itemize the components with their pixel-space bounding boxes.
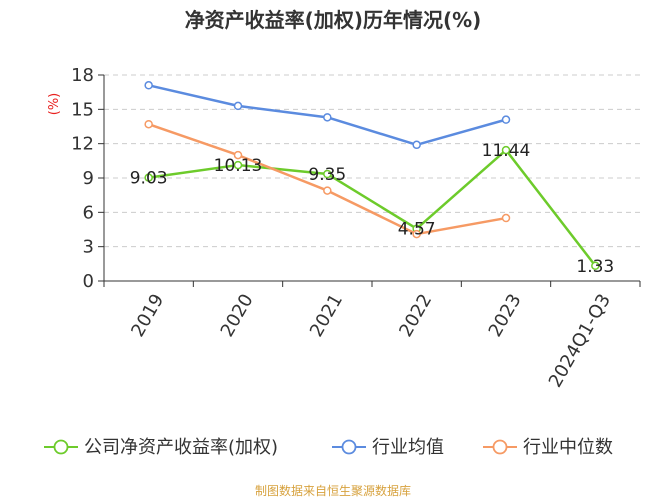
series-point-2: [233, 150, 243, 160]
series-point-0: [591, 261, 600, 271]
legend-swatch-marker: [341, 439, 357, 455]
series-point-1: [412, 140, 421, 150]
legend-item-0[interactable]: 公司净资产收益率(加权): [44, 437, 278, 458]
y-tick-label: 18: [71, 65, 94, 86]
axes: 0 3 6 9 12 15 18 2019 2020 2021 2022 2023 2024Q1-Q3: [71, 65, 641, 391]
series-point-1: [323, 113, 332, 122]
y-tick-label: 15: [71, 99, 94, 120]
legend: 公司净资产收益率(加权) 行业均值 行业中位数: [44, 437, 613, 458]
series-point-0: [233, 160, 243, 170]
legend-label: 行业均值: [372, 437, 444, 458]
legend-label: 公司净资产收益率(加权): [84, 437, 278, 458]
x-tick-label: 2020: [217, 290, 258, 340]
series-point-1: [501, 115, 511, 124]
series-point-2: [323, 186, 332, 195]
series-point-0: [144, 173, 153, 182]
data-label: 4.57: [398, 220, 436, 240]
data-label: 11.44: [482, 141, 531, 161]
y-tick-label: 3: [83, 237, 94, 258]
source-note: 制图数据来自恒生聚源数据库: [255, 483, 411, 498]
series-point-0: [323, 169, 332, 179]
data-label: 1.33: [576, 257, 614, 277]
legend-item-2[interactable]: 行业中位数: [483, 437, 613, 458]
x-tick-label: 2022: [395, 290, 436, 340]
series-point-0: [501, 145, 511, 155]
legend-item-1[interactable]: 行业均值: [332, 437, 444, 458]
series-line-0: [147, 148, 597, 268]
data-labels: 9.03 10.13 9.35 4.57 11.44 1.33: [130, 141, 615, 277]
series-point-2: [412, 229, 421, 239]
chart-title: 净资产收益率(加权)历年情况(%): [185, 8, 482, 32]
legend-swatch-marker: [492, 439, 508, 455]
y-tick-label: 0: [83, 271, 94, 292]
data-label: 10.13: [214, 156, 263, 176]
y-tick-label: 6: [83, 202, 94, 223]
series: [144, 81, 600, 271]
x-tick-label: 2023: [485, 290, 526, 340]
x-tick-label: 2021: [306, 290, 347, 340]
y-axis-unit: (%): [47, 93, 62, 116]
series-point-2: [144, 119, 153, 129]
y-tick-label: 12: [71, 134, 94, 155]
data-label: 9.03: [130, 169, 168, 189]
series-point-1: [233, 101, 243, 111]
legend-swatch-marker: [53, 439, 69, 455]
series-point-1: [144, 81, 153, 90]
legend-label: 行业中位数: [523, 437, 613, 458]
y-tick-label: 9: [83, 168, 94, 189]
x-tick-label: 2024Q1-Q3: [545, 290, 615, 391]
x-tick-label: 2019: [127, 290, 168, 340]
data-label: 9.35: [308, 165, 346, 185]
series-point-2: [501, 213, 511, 223]
